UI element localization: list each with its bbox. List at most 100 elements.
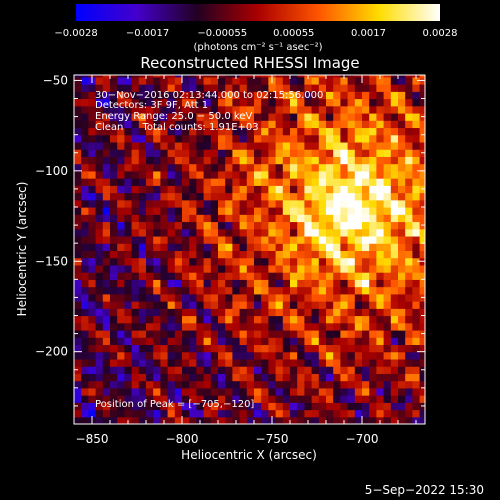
heatmap-cell <box>138 344 147 353</box>
heatmap-cell <box>110 380 118 389</box>
heatmap-cell <box>218 387 226 396</box>
heatmap-cell <box>376 221 385 230</box>
heatmap-cell <box>174 272 183 280</box>
heatmap-cell <box>95 163 104 172</box>
heatmap-cell <box>398 141 406 150</box>
heatmap-cell <box>95 387 104 396</box>
heatmap-cell <box>160 214 169 223</box>
heatmap-cell <box>131 156 140 165</box>
heatmap-cell <box>174 250 183 259</box>
heatmap-cell <box>311 366 320 374</box>
heatmap-cell <box>297 75 305 78</box>
heatmap-cell <box>117 329 125 338</box>
heatmap-cell <box>340 329 349 338</box>
heatmap-cell <box>419 286 425 295</box>
heatmap-cell <box>246 286 255 295</box>
heatmap-cell <box>218 308 226 317</box>
heatmap-cell <box>390 329 399 338</box>
heatmap-cell <box>210 98 219 107</box>
heatmap-cell <box>239 84 248 92</box>
heatmap-cell <box>225 170 233 179</box>
heatmap-cell <box>268 402 277 411</box>
heatmap-cell <box>290 264 298 273</box>
heatmap-cell <box>203 235 212 244</box>
heatmap-cell <box>326 134 334 143</box>
heatmap-cell <box>362 402 370 411</box>
heatmap-cell <box>398 373 406 382</box>
heatmap-cell <box>167 286 176 295</box>
heatmap-cell <box>354 409 363 418</box>
heatmap-cell <box>218 192 226 201</box>
heatmap-cell <box>239 257 248 266</box>
heatmap-cell <box>117 163 125 172</box>
heatmap-cell <box>246 293 255 302</box>
heatmap-cell <box>102 214 111 223</box>
heatmap-cell <box>167 112 176 121</box>
heatmap-cell <box>167 214 176 223</box>
heatmap-cell <box>354 344 363 353</box>
heatmap-cell <box>326 76 334 85</box>
heatmap-cell <box>138 416 147 424</box>
heatmap-cell <box>174 76 183 85</box>
heatmap-cell <box>297 214 305 223</box>
heatmap-cell <box>196 235 205 244</box>
heatmap-cell <box>146 105 154 114</box>
heatmap-cell <box>189 141 197 150</box>
heatmap-cell <box>88 228 97 237</box>
heatmap-cell <box>318 149 327 157</box>
heatmap-cell <box>398 322 406 331</box>
heatmap-cell <box>268 199 277 208</box>
heatmap-cell <box>102 178 111 186</box>
heatmap-cell <box>124 91 133 100</box>
heatmap-cell <box>174 409 183 418</box>
heatmap-cell <box>110 149 118 157</box>
heatmap-cell <box>362 214 370 223</box>
heatmap-cell <box>304 344 313 353</box>
heatmap-cell <box>203 127 212 136</box>
heatmap-cell <box>218 163 226 172</box>
heatmap-cell <box>318 134 327 143</box>
heatmap-cell <box>261 395 269 403</box>
heatmap-cell <box>304 112 313 121</box>
heatmap-cell <box>362 373 370 382</box>
heatmap-cell <box>347 257 356 266</box>
heatmap-cell <box>189 351 197 360</box>
heatmap-cell <box>218 380 226 389</box>
heatmap-cell <box>153 351 161 360</box>
heatmap-cell <box>275 351 284 360</box>
heatmap-cell <box>412 395 421 403</box>
heatmap-cell <box>210 76 219 85</box>
heatmap-cell <box>354 279 363 288</box>
heatmap-cell <box>261 337 269 346</box>
heatmap-cell <box>218 373 226 382</box>
heatmap-cell <box>254 235 262 244</box>
heatmap-cell <box>131 402 140 411</box>
heatmap-cell <box>131 214 140 223</box>
heatmap-cell <box>102 358 111 367</box>
heatmap-cell <box>167 134 176 143</box>
heatmap-cell <box>153 127 161 136</box>
heatmap-cell <box>318 75 327 78</box>
heatmap-cell <box>268 149 277 157</box>
heatmap-cell <box>354 91 363 100</box>
heatmap-cell <box>182 228 190 237</box>
heatmap-cell <box>146 98 154 107</box>
heatmap-cell <box>318 214 327 223</box>
heatmap-cell <box>138 366 147 374</box>
heatmap-cell <box>225 112 233 121</box>
heatmap-cell <box>124 170 133 179</box>
heatmap-cell <box>369 185 377 194</box>
heatmap-cell <box>405 134 413 143</box>
heatmap-cell <box>153 329 161 338</box>
heatmap-cell <box>362 243 370 251</box>
heatmap-cell <box>282 120 291 129</box>
heatmap-cell <box>189 235 197 244</box>
heatmap-cell <box>210 366 219 374</box>
heatmap-cell <box>196 250 205 259</box>
heatmap-cell <box>131 250 140 259</box>
heatmap-cell <box>347 163 356 172</box>
heatmap-cell <box>174 207 183 215</box>
heatmap-cell <box>398 366 406 374</box>
heatmap-cell <box>146 293 154 302</box>
heatmap-cell <box>405 178 413 186</box>
